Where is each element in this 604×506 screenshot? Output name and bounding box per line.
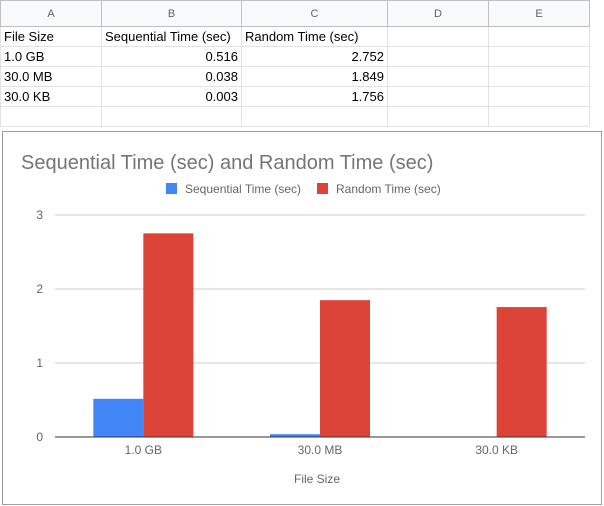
x-tick-label: 30.0 KB <box>475 443 518 457</box>
cell-c1[interactable]: Random Time (sec) <box>241 26 388 47</box>
cell-b2[interactable]: 0.516 <box>101 46 242 67</box>
table-row: File Size Sequential Time (sec) Random T… <box>0 26 590 47</box>
y-tick-label: 1 <box>36 356 43 370</box>
column-header-e[interactable]: E <box>488 0 590 27</box>
column-header-c[interactable]: C <box>241 0 388 27</box>
cell-c5[interactable] <box>241 106 388 127</box>
cell-e1[interactable] <box>488 26 590 47</box>
x-axis-title: File Size <box>294 472 340 486</box>
chart-title: Sequential Time (sec) and Random Time (s… <box>21 152 433 174</box>
cell-a3[interactable]: 30.0 MB <box>0 66 102 87</box>
y-tick-label: 2 <box>36 282 43 296</box>
table-row: 1.0 GB 0.516 2.752 <box>0 46 590 67</box>
cell-e5[interactable] <box>488 106 590 127</box>
bar-sequential-0[interactable] <box>93 398 144 437</box>
x-axis-ticks: 1.0 GB 30.0 MB 30.0 KB <box>125 443 518 457</box>
bar-chart: Sequential Time (sec) and Random Time (s… <box>21 152 585 486</box>
cell-a2[interactable]: 1.0 GB <box>0 46 102 67</box>
cell-d1[interactable] <box>387 26 489 47</box>
cell-a4[interactable]: 30.0 KB <box>0 86 102 107</box>
x-tick-label: 30.0 MB <box>298 443 343 457</box>
y-tick-label: 3 <box>36 208 43 222</box>
bar-random-0[interactable] <box>143 233 194 437</box>
bars <box>93 233 547 437</box>
cell-b5[interactable] <box>101 106 242 127</box>
cell-a5[interactable] <box>0 106 102 127</box>
table-row <box>0 106 590 127</box>
cell-c4[interactable]: 1.756 <box>241 86 388 107</box>
bar-random-1[interactable] <box>320 300 370 437</box>
bar-sequential-1[interactable] <box>270 434 320 437</box>
legend-label-random: Random Time (sec) <box>336 182 441 196</box>
legend-label-sequential: Sequential Time (sec) <box>185 182 301 196</box>
column-header-d[interactable]: D <box>387 0 489 27</box>
cell-b4[interactable]: 0.003 <box>101 86 242 107</box>
cell-e2[interactable] <box>488 46 590 67</box>
cell-d4[interactable] <box>387 86 489 107</box>
y-axis-ticks: 0 1 2 3 <box>36 208 43 444</box>
sheet-grid: A B C D E File Size Sequential Time (sec… <box>0 0 590 127</box>
column-header-a[interactable]: A <box>0 0 102 27</box>
bar-random-2[interactable] <box>496 307 547 437</box>
cell-b1[interactable]: Sequential Time (sec) <box>101 26 242 47</box>
spreadsheet: A B C D E File Size Sequential Time (sec… <box>0 0 604 130</box>
legend-swatch-random <box>317 183 328 194</box>
cell-c2[interactable]: 2.752 <box>241 46 388 67</box>
cell-d5[interactable] <box>387 106 489 127</box>
cell-d3[interactable] <box>387 66 489 87</box>
cell-d2[interactable] <box>387 46 489 67</box>
x-tick-label: 1.0 GB <box>125 443 162 457</box>
cell-b3[interactable]: 0.038 <box>101 66 242 87</box>
cell-a1[interactable]: File Size <box>0 26 102 47</box>
cell-c3[interactable]: 1.849 <box>241 66 388 87</box>
column-header-row: A B C D E <box>0 0 590 27</box>
column-header-b[interactable]: B <box>101 0 242 27</box>
y-tick-label: 0 <box>36 430 43 444</box>
cell-e3[interactable] <box>488 66 590 87</box>
embedded-chart[interactable]: Sequential Time (sec) and Random Time (s… <box>2 131 602 505</box>
legend: Sequential Time (sec) Random Time (sec) <box>166 182 441 196</box>
table-row: 30.0 KB 0.003 1.756 <box>0 86 590 107</box>
legend-swatch-sequential <box>166 183 177 194</box>
table-row: 30.0 MB 0.038 1.849 <box>0 66 590 87</box>
cell-e4[interactable] <box>488 86 590 107</box>
